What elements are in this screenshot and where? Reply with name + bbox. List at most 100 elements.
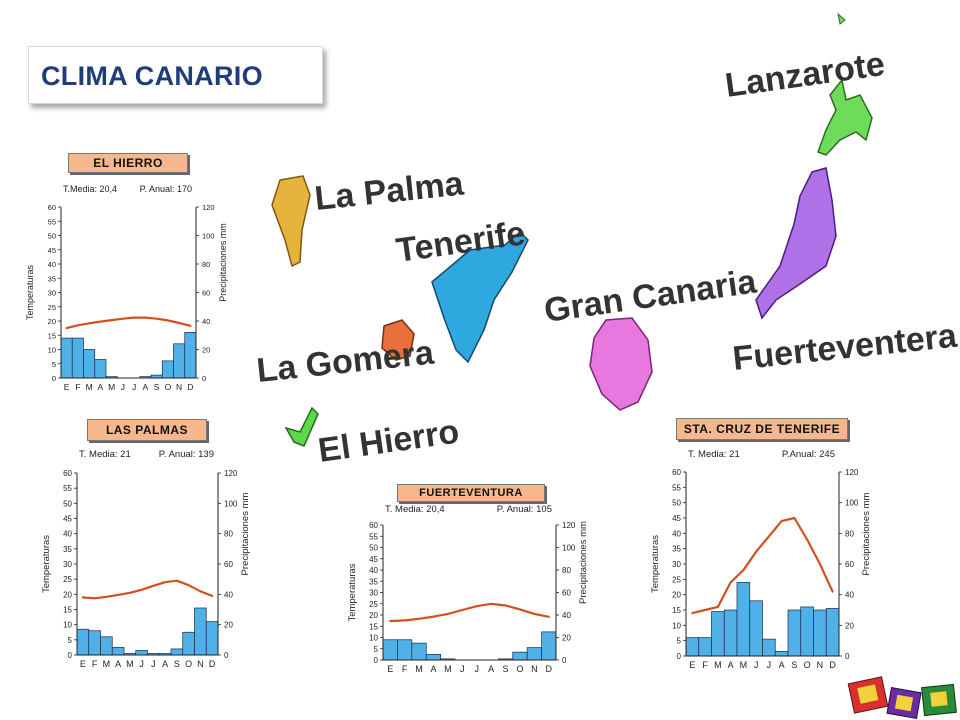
y2-tick-label: 0 <box>202 374 206 383</box>
x-tick-label: A <box>430 664 436 674</box>
x-tick-label: F <box>702 660 708 670</box>
y2-tick-label: 40 <box>202 317 210 326</box>
y2-tick-label: 40 <box>845 591 854 600</box>
y2-tick-label: 60 <box>845 560 854 569</box>
x-tick-label: M <box>714 660 722 670</box>
temperature-line <box>389 602 550 623</box>
x-tick-label: N <box>197 659 204 669</box>
precip-bar <box>787 609 802 657</box>
y2-tick-label: 20 <box>202 346 210 355</box>
x-tick-label: S <box>174 659 180 669</box>
precip-bar <box>723 609 738 657</box>
y2-axis-title: Precipitaciones mm <box>240 492 251 575</box>
y-tick-label: 60 <box>369 521 378 530</box>
y-tick-label: 40 <box>672 529 681 538</box>
y2-tick-label: 80 <box>562 566 571 575</box>
x-tick-label: J <box>132 382 136 392</box>
y-tick-label: 20 <box>672 591 681 600</box>
x-tick-label: M <box>108 382 115 392</box>
island-shape <box>381 319 415 361</box>
y2-tick-label: 20 <box>845 621 854 630</box>
y-tick-label: 15 <box>369 622 378 631</box>
x-tick-label: J <box>460 664 465 674</box>
island-shape <box>755 167 837 320</box>
y-tick-label: 60 <box>48 203 56 212</box>
y-tick-label: 35 <box>63 545 72 554</box>
y-tick-label: 5 <box>68 636 73 645</box>
x-tick-label: M <box>740 660 748 670</box>
y-tick-label: 60 <box>672 468 681 477</box>
x-tick-label: J <box>767 660 772 670</box>
precip-bar <box>711 611 725 657</box>
precip-bar <box>736 582 751 657</box>
x-tick-label: N <box>531 664 538 674</box>
x-tick-label: A <box>779 660 785 670</box>
y-tick-label: 25 <box>672 575 681 584</box>
y-tick-label: 30 <box>672 560 681 569</box>
y2-axis-title: Precipitaciones mm <box>861 492 872 575</box>
y2-tick-label: 40 <box>562 611 571 620</box>
x-tick-label: S <box>503 664 509 674</box>
y-axis-title: Temperaturas <box>347 563 358 621</box>
y-tick-label: 45 <box>63 515 72 524</box>
chart-label-text: EL HIERRO <box>93 156 163 170</box>
x-tick-label: M <box>415 664 423 674</box>
y-tick-label: 50 <box>672 499 681 508</box>
x-tick-label: J <box>754 660 759 670</box>
x-tick-label: O <box>165 382 172 392</box>
y-tick-label: 15 <box>672 606 681 615</box>
y-tick-label: 40 <box>48 260 56 269</box>
chart-label-text: FUERTEVENTURA <box>419 487 523 499</box>
precip-bar <box>749 600 763 657</box>
chart-label-fuerteventura: FUERTEVENTURA <box>397 484 545 502</box>
x-tick-label: J <box>474 664 479 674</box>
chart-subtitle-media: T.Media: 20,4 <box>63 184 117 194</box>
precip-bar <box>813 609 827 657</box>
chart-label-text: LAS PALMAS <box>105 423 189 437</box>
x-tick-label: A <box>488 664 494 674</box>
precip-bar <box>698 637 712 657</box>
slide-title-box: CLIMA CANARIO <box>28 46 323 104</box>
y-axis-title: Temperaturas <box>25 264 35 320</box>
temperature-line <box>81 579 214 600</box>
y-tick-label: 10 <box>672 621 681 630</box>
y-tick-label: 55 <box>48 217 56 226</box>
x-tick-label: O <box>185 659 192 669</box>
y-tick-label: 60 <box>63 469 72 478</box>
x-tick-label: J <box>151 659 156 669</box>
y2-tick-label: 60 <box>224 560 233 569</box>
y-tick-label: 10 <box>63 621 72 630</box>
y2-tick-label: 20 <box>562 634 571 643</box>
chart-subtitle-media: T. Media: 21 <box>79 449 131 460</box>
y2-tick-label: 80 <box>845 529 854 538</box>
temperature-line <box>691 516 834 615</box>
y-tick-label: 25 <box>369 600 378 609</box>
x-tick-label: O <box>804 660 811 670</box>
x-tick-label: A <box>162 659 168 669</box>
x-tick-label: D <box>546 664 553 674</box>
y-tick-label: 30 <box>369 589 378 598</box>
y2-tick-label: 120 <box>562 521 576 530</box>
precip-bar <box>825 608 840 657</box>
y2-tick-label: 120 <box>224 469 238 478</box>
logo-block-face <box>857 684 879 704</box>
y-tick-label: 20 <box>48 317 56 326</box>
y-tick-label: 25 <box>63 575 72 584</box>
islet-shape <box>837 12 846 25</box>
y-tick-label: 15 <box>63 606 72 615</box>
temperature-line <box>65 316 192 330</box>
x-tick-label: E <box>387 664 393 674</box>
island-shape <box>589 317 653 411</box>
y-tick-label: 35 <box>48 274 56 283</box>
x-tick-label: A <box>115 659 121 669</box>
chart-subtitle-media: T. Media: 20,4 <box>385 504 445 515</box>
x-tick-label: M <box>444 664 452 674</box>
y2-tick-label: 20 <box>224 621 233 630</box>
island-shape <box>271 175 311 268</box>
island-shape <box>817 78 873 156</box>
y-tick-label: 10 <box>48 346 56 355</box>
logo-blocks <box>847 676 957 719</box>
y2-tick-label: 60 <box>562 589 571 598</box>
